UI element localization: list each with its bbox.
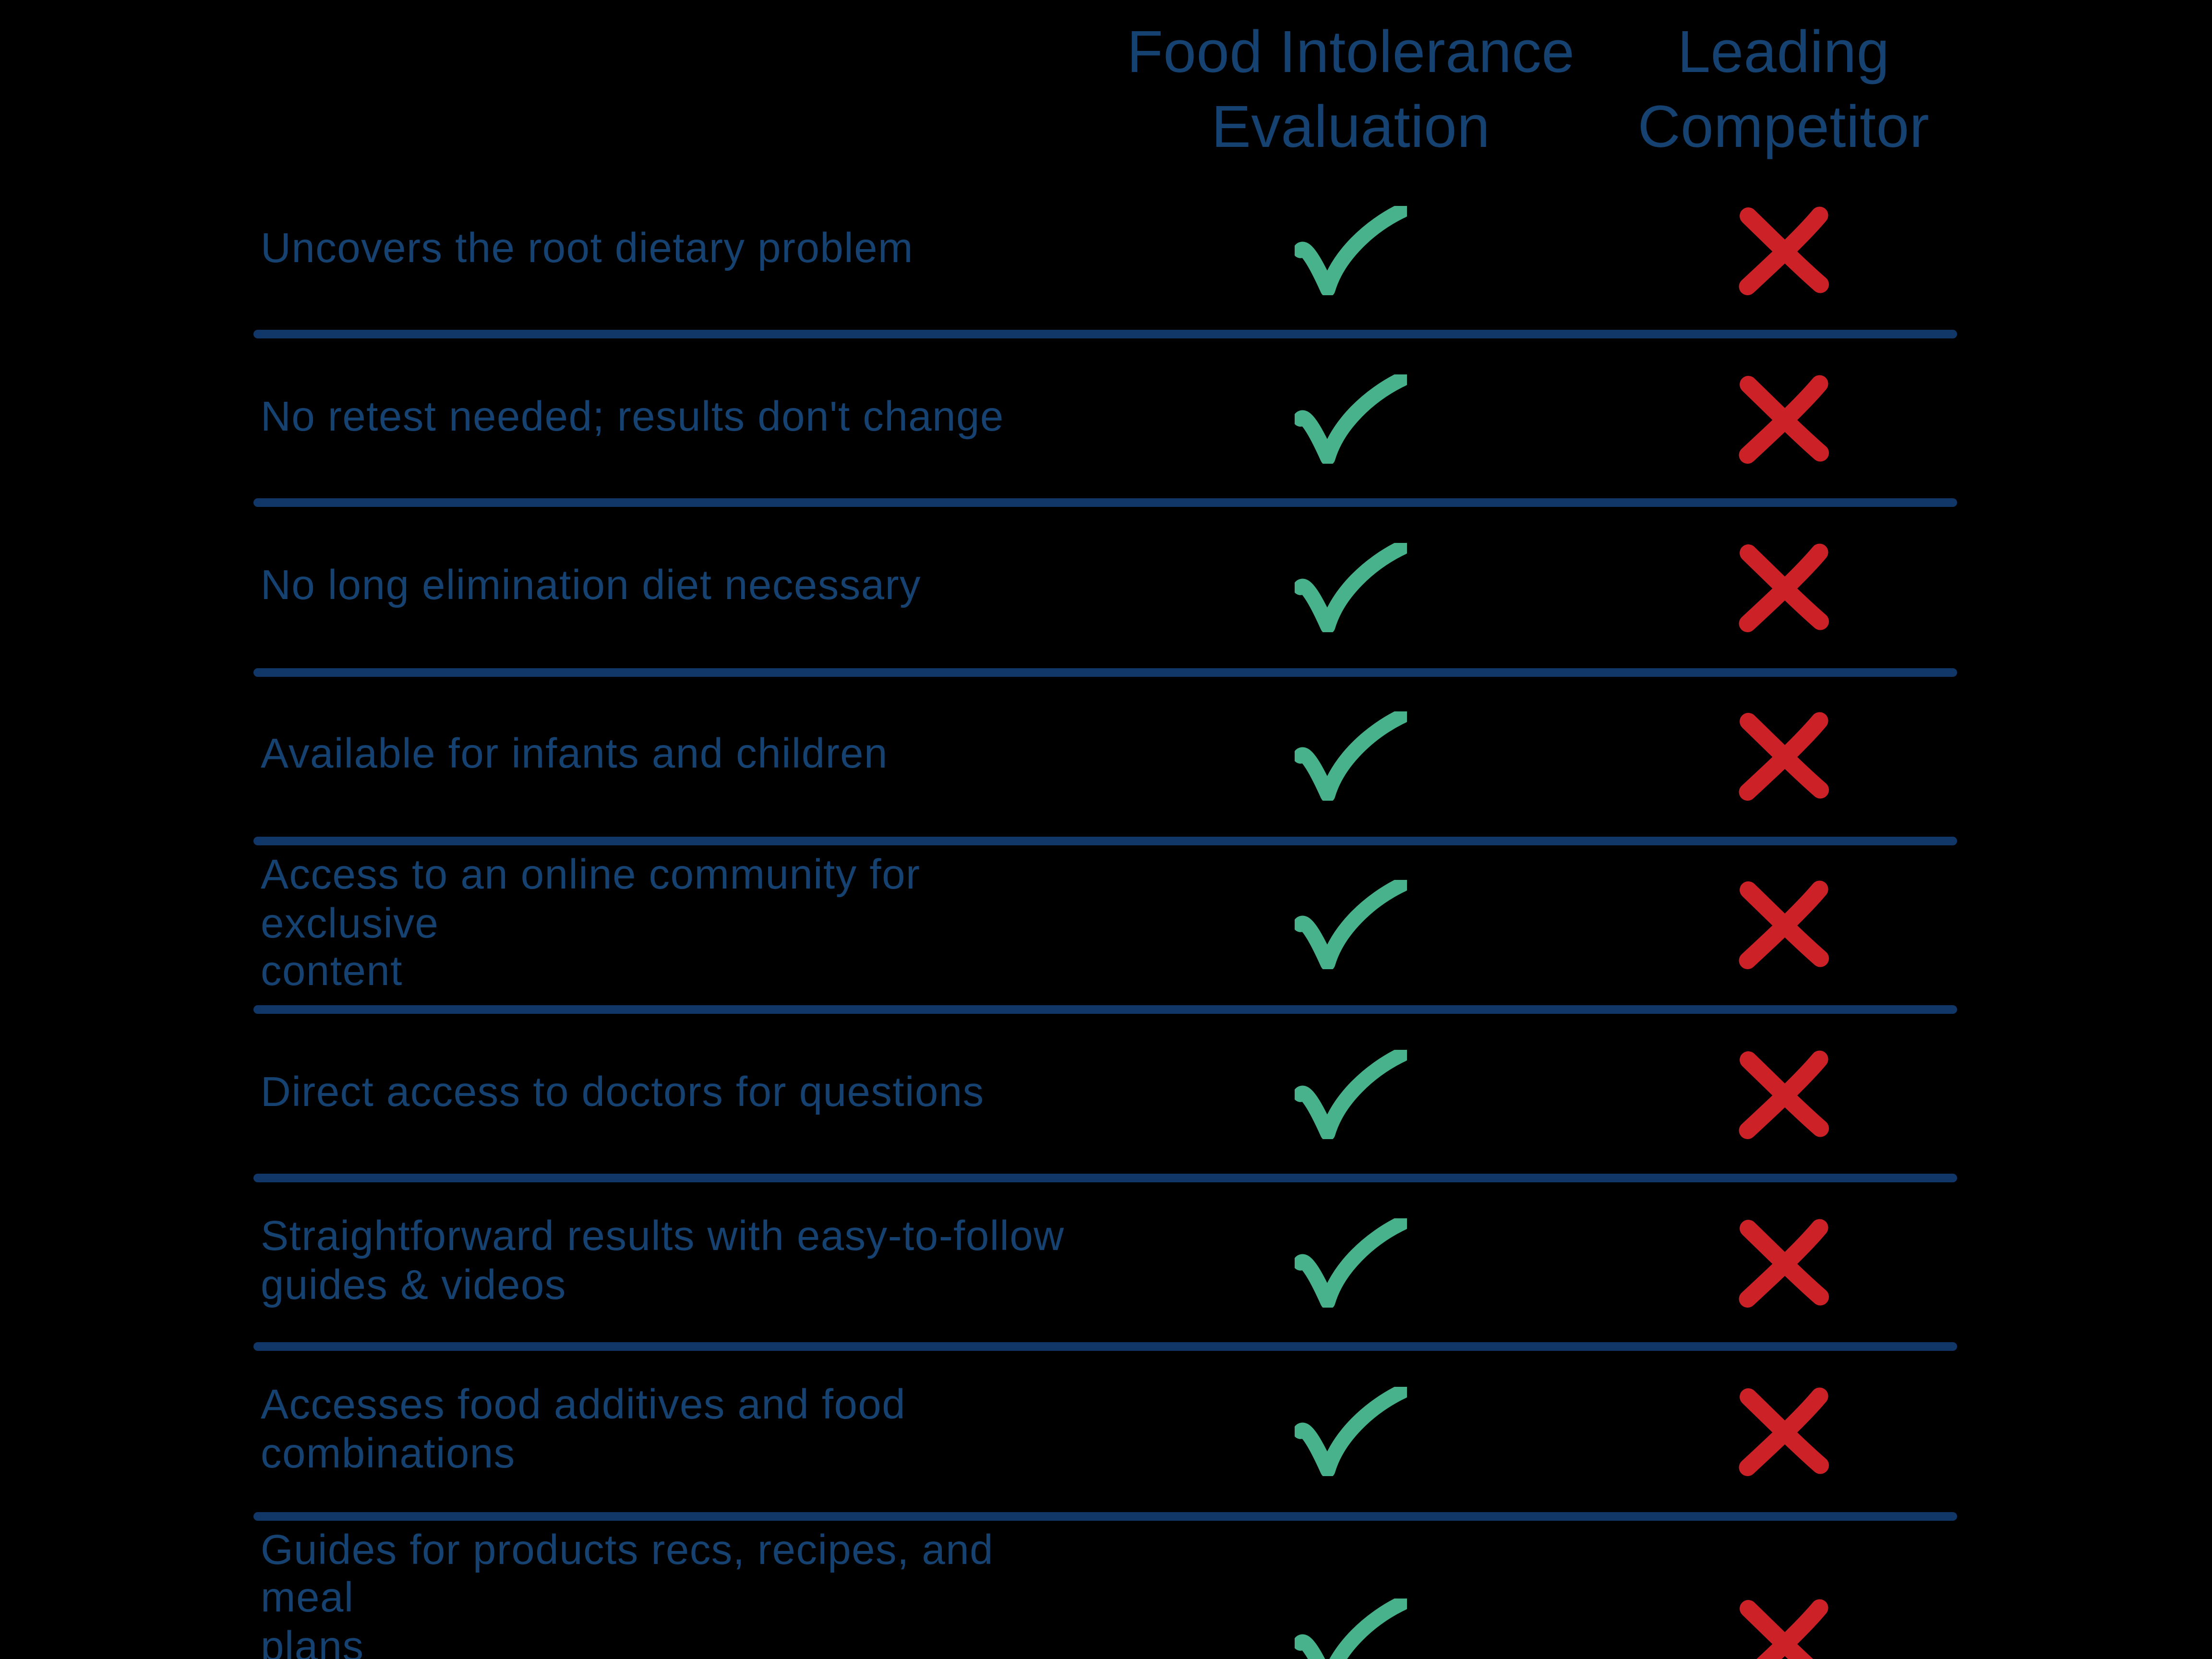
feature-label: No long elimination diet necessary (261, 563, 922, 610)
check-icon (1295, 880, 1407, 970)
table-row: Access to an online community for exclus… (0, 841, 2212, 1014)
feature-label: Access to an online community for exclus… (261, 852, 921, 996)
competitor-cell (1610, 880, 1957, 970)
x-icon (1738, 881, 1828, 970)
competitor-cell (1610, 374, 1957, 464)
x-icon (1738, 1218, 1828, 1308)
evaluation-cell (1092, 1218, 1610, 1308)
competitor-cell (1610, 1049, 1957, 1139)
table-row: Straightforward results with easy-to-fol… (0, 1178, 2212, 1352)
competitor-cell (1610, 1387, 1957, 1476)
table-row: Accesses food additives and food combina… (0, 1347, 2212, 1521)
table-row: No long elimination diet necessary (0, 503, 2212, 677)
check-icon (1295, 1049, 1407, 1139)
table-row: Direct access to doctors for questions (0, 1010, 2212, 1183)
feature-label: Available for infants and children (261, 732, 888, 779)
x-icon (1738, 712, 1828, 801)
check-icon (1295, 1599, 1407, 1659)
table-header: Food Intolerance Evaluation Leading Comp… (0, 0, 2212, 166)
feature-label: Accesses food additives and food combina… (261, 1382, 906, 1478)
feature-label: Direct access to doctors for questions (261, 1070, 985, 1116)
x-icon (1738, 206, 1828, 295)
x-icon (1738, 543, 1828, 632)
feature-label: Guides for products recs, recipes, and m… (261, 1527, 994, 1659)
competitor-cell (1610, 1555, 1957, 1659)
x-icon (1738, 1387, 1828, 1476)
x-icon (1738, 1050, 1828, 1139)
feature-label: No retest needed; results don't change (261, 394, 1004, 441)
column-header-competitor: Leading Competitor (1637, 19, 1930, 160)
check-icon (1295, 205, 1407, 295)
table-row: Uncovers the root dietary problem (0, 166, 2212, 339)
check-icon (1295, 1218, 1407, 1308)
column-header-evaluation: Food Intolerance Evaluation (1127, 19, 1575, 160)
evaluation-cell (1092, 1049, 1610, 1139)
competitor-cell (1610, 205, 1957, 295)
table-row: No retest needed; results don't change (0, 335, 2212, 508)
feature-label: Uncovers the root dietary problem (261, 226, 914, 272)
x-icon (1739, 1599, 1827, 1659)
check-icon (1295, 374, 1407, 464)
evaluation-cell (1092, 711, 1610, 801)
competitor-cell (1610, 711, 1957, 801)
check-icon (1295, 542, 1407, 632)
evaluation-cell (1092, 1555, 1610, 1659)
evaluation-cell (1092, 374, 1610, 464)
evaluation-cell (1092, 880, 1610, 970)
check-icon (1295, 711, 1407, 801)
competitor-cell (1610, 1218, 1957, 1308)
evaluation-cell (1092, 205, 1610, 295)
feature-label: Straightforward results with easy-to-fol… (261, 1214, 1065, 1309)
x-icon (1738, 374, 1828, 464)
table-row: Available for infants and children (0, 672, 2212, 845)
competitor-cell (1610, 543, 1957, 632)
check-icon (1295, 1386, 1407, 1476)
comparison-table-body: Uncovers the root dietary problem No ret… (0, 166, 2212, 1659)
evaluation-cell (1092, 1386, 1610, 1476)
table-row: Guides for products recs, recipes, and m… (0, 1516, 2212, 1659)
evaluation-cell (1092, 542, 1610, 632)
corner-spacer (253, 14, 1092, 166)
